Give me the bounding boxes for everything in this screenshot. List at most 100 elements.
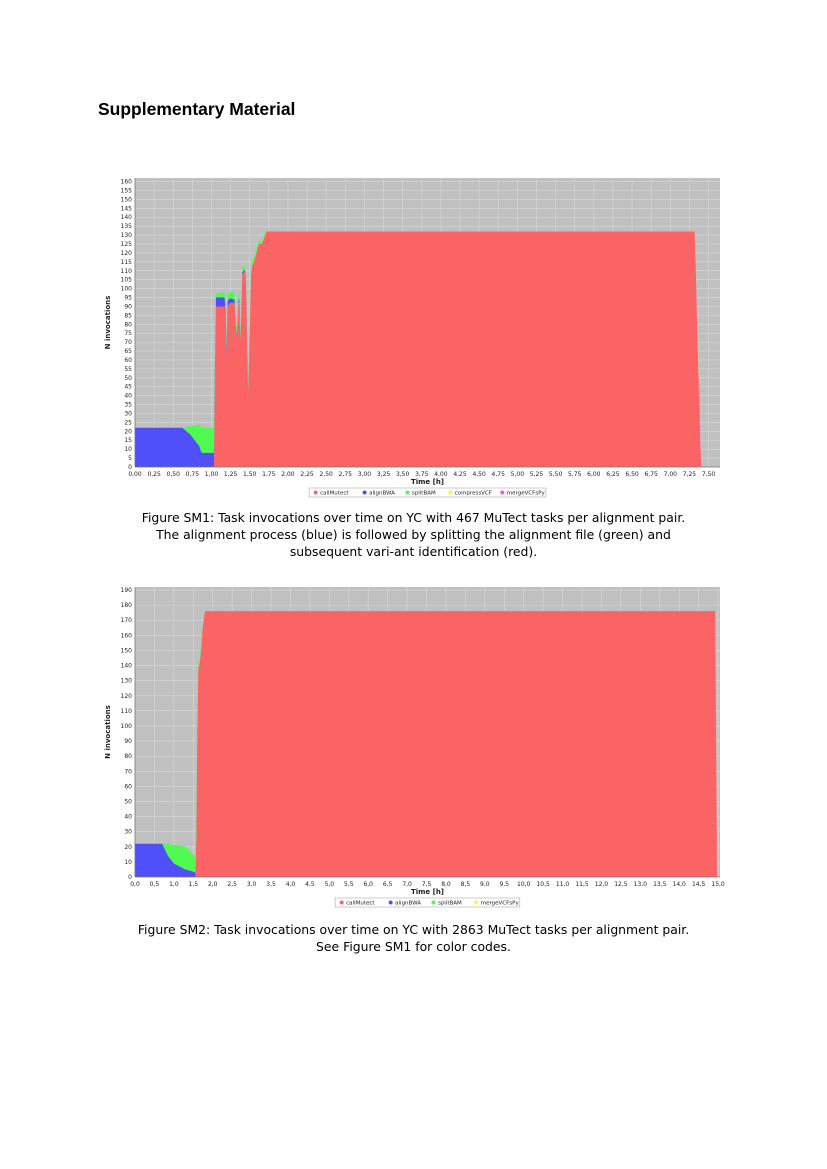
legend: callMutect alignBWA splitBAM compressVCF mer… [308,487,547,498]
x-tick-label: 11,0 [556,881,570,888]
x-tick-label: 14,5 [692,881,706,888]
y-tick-label: 0 [128,464,132,471]
y-tick-label: 130 [121,232,133,239]
x-tick-label: 9,5 [499,881,509,888]
y-tick-label: 160 [121,632,133,639]
y-tick-label: 110 [121,268,133,275]
legend-swatch-splitBAM [431,900,436,905]
y-tick-label: 125 [121,241,133,248]
figure-sm2-chart: 0 10 20 30 40 50 60 70 80 90 100 110 120 130 140 150 160… [98,584,728,911]
legend-label-mergeVCFsPy: mergeVCFsPy [507,491,546,497]
legend-swatch-callMutect [313,490,318,495]
y-tick-label: 80 [124,753,132,760]
x-tick-label: 6,25 [606,471,620,478]
x-tick-label: 7,5 [422,881,432,888]
y-tick-label: 50 [124,798,132,805]
legend-label-splitBAM: splitBAM [438,901,462,907]
x-tick-label: 5,00 [511,471,525,478]
y-tick-label: 80 [124,321,132,328]
x-tick-label: 10,0 [517,881,531,888]
x-tick-label: 6,00 [587,471,601,478]
x-tick-label: 10,5 [536,881,550,888]
y-tick-label: 40 [124,814,132,821]
y-axis-title: N invocations [104,705,112,759]
x-tick-label: 3,75 [415,471,429,478]
y-tick-label: 190 [121,587,133,594]
y-tick-label: 155 [121,187,133,194]
y-tick-label: 145 [121,205,133,212]
y-tick-label: 135 [121,223,133,230]
figure-sm2-caption: Figure SM2: Task invocations over time o… [137,922,690,954]
y-tick-label: 10 [124,446,132,453]
x-tick-label: 2,00 [281,471,295,478]
x-tick-label: 7,50 [702,471,716,478]
x-tick-label: 6,50 [625,471,639,478]
x-tick-label: 13,0 [634,881,648,888]
x-tick-label: 13,5 [653,881,667,888]
x-tick-label: 12,5 [614,881,628,888]
y-tick-label: 130 [121,678,133,685]
x-tick-label: 2,75 [339,471,353,478]
x-tick-label: 5,5 [344,881,354,888]
x-tick-label: 0,00 [128,471,142,478]
y-tick-label: 120 [121,250,133,257]
x-tick-label: 2,25 [300,471,314,478]
x-tick-label: 3,0 [247,881,257,888]
x-tick-label: 0,50 [167,471,181,478]
y-tick-label: 10 [124,859,132,866]
y-tick-label: 15 [124,437,132,444]
y-tick-label: 105 [121,277,133,284]
x-tick-label: 4,0 [286,881,296,888]
legend-swatch-mergeVCFsPy [500,490,505,495]
legend: callMutect alignBWA splitBAM mergeVCFsPy [334,897,521,908]
y-tick-label: 110 [121,708,133,715]
x-tick-label: 3,00 [358,471,372,478]
y-tick-label: 150 [121,647,133,654]
legend-label-splitBAM: splitBAM [412,491,436,497]
y-tick-label: 20 [124,428,132,435]
x-tick-label: 6,5 [383,881,393,888]
y-tick-label: 100 [121,286,133,293]
y-tick-label: 70 [124,339,132,346]
y-tick-label: 5 [128,455,132,462]
legend-swatch-callMutect [339,900,344,905]
x-tick-label: 11,5 [575,881,589,888]
legend-label-compressVCF: compressVCF [455,491,492,497]
x-tick-label: 1,75 [262,471,276,478]
y-tick-label: 100 [121,723,133,730]
x-tick-label: 1,00 [205,471,219,478]
legend-box [334,897,521,908]
y-tick-label: 70 [124,768,132,775]
y-tick-label: 55 [124,366,132,373]
y-tick-label: 160 [121,179,133,186]
x-tick-label: 7,25 [683,471,697,478]
x-tick-label: 7,0 [402,881,412,888]
y-tick-label: 50 [124,375,132,382]
y-tick-label: 150 [121,196,133,203]
y-tick-label: 0 [128,874,132,881]
y-tick-label: 140 [121,214,133,221]
y-tick-label: 170 [121,617,133,624]
x-tick-label: 12,0 [595,881,609,888]
x-tick-label: 5,50 [549,471,563,478]
legend-swatch-compressVCF [448,490,453,495]
legend-swatch-mergeVCFsPy [474,900,479,905]
x-tick-label: 4,00 [434,471,448,478]
legend-swatch-alignBWA [388,900,393,905]
y-tick-label: 60 [124,357,132,364]
y-tick-label: 65 [124,348,132,355]
y-tick-label: 20 [124,844,132,851]
x-tick-label: 5,0 [325,881,335,888]
x-tick-label: 9,0 [480,881,490,888]
x-tick-label: 5,75 [568,471,582,478]
legend-label-alignBWA: alignBWA [369,491,395,497]
legend-label-mergeVCFsPy: mergeVCFsPy [481,901,520,907]
x-tick-label: 8,0 [441,881,451,888]
x-tick-label: 4,5 [305,881,315,888]
x-tick-label: 2,5 [227,881,237,888]
x-tick-label: 8,5 [461,881,471,888]
x-tick-label: 3,50 [396,471,410,478]
x-tick-label: 6,0 [363,881,373,888]
legend-label-callMutect: callMutect [320,491,349,497]
